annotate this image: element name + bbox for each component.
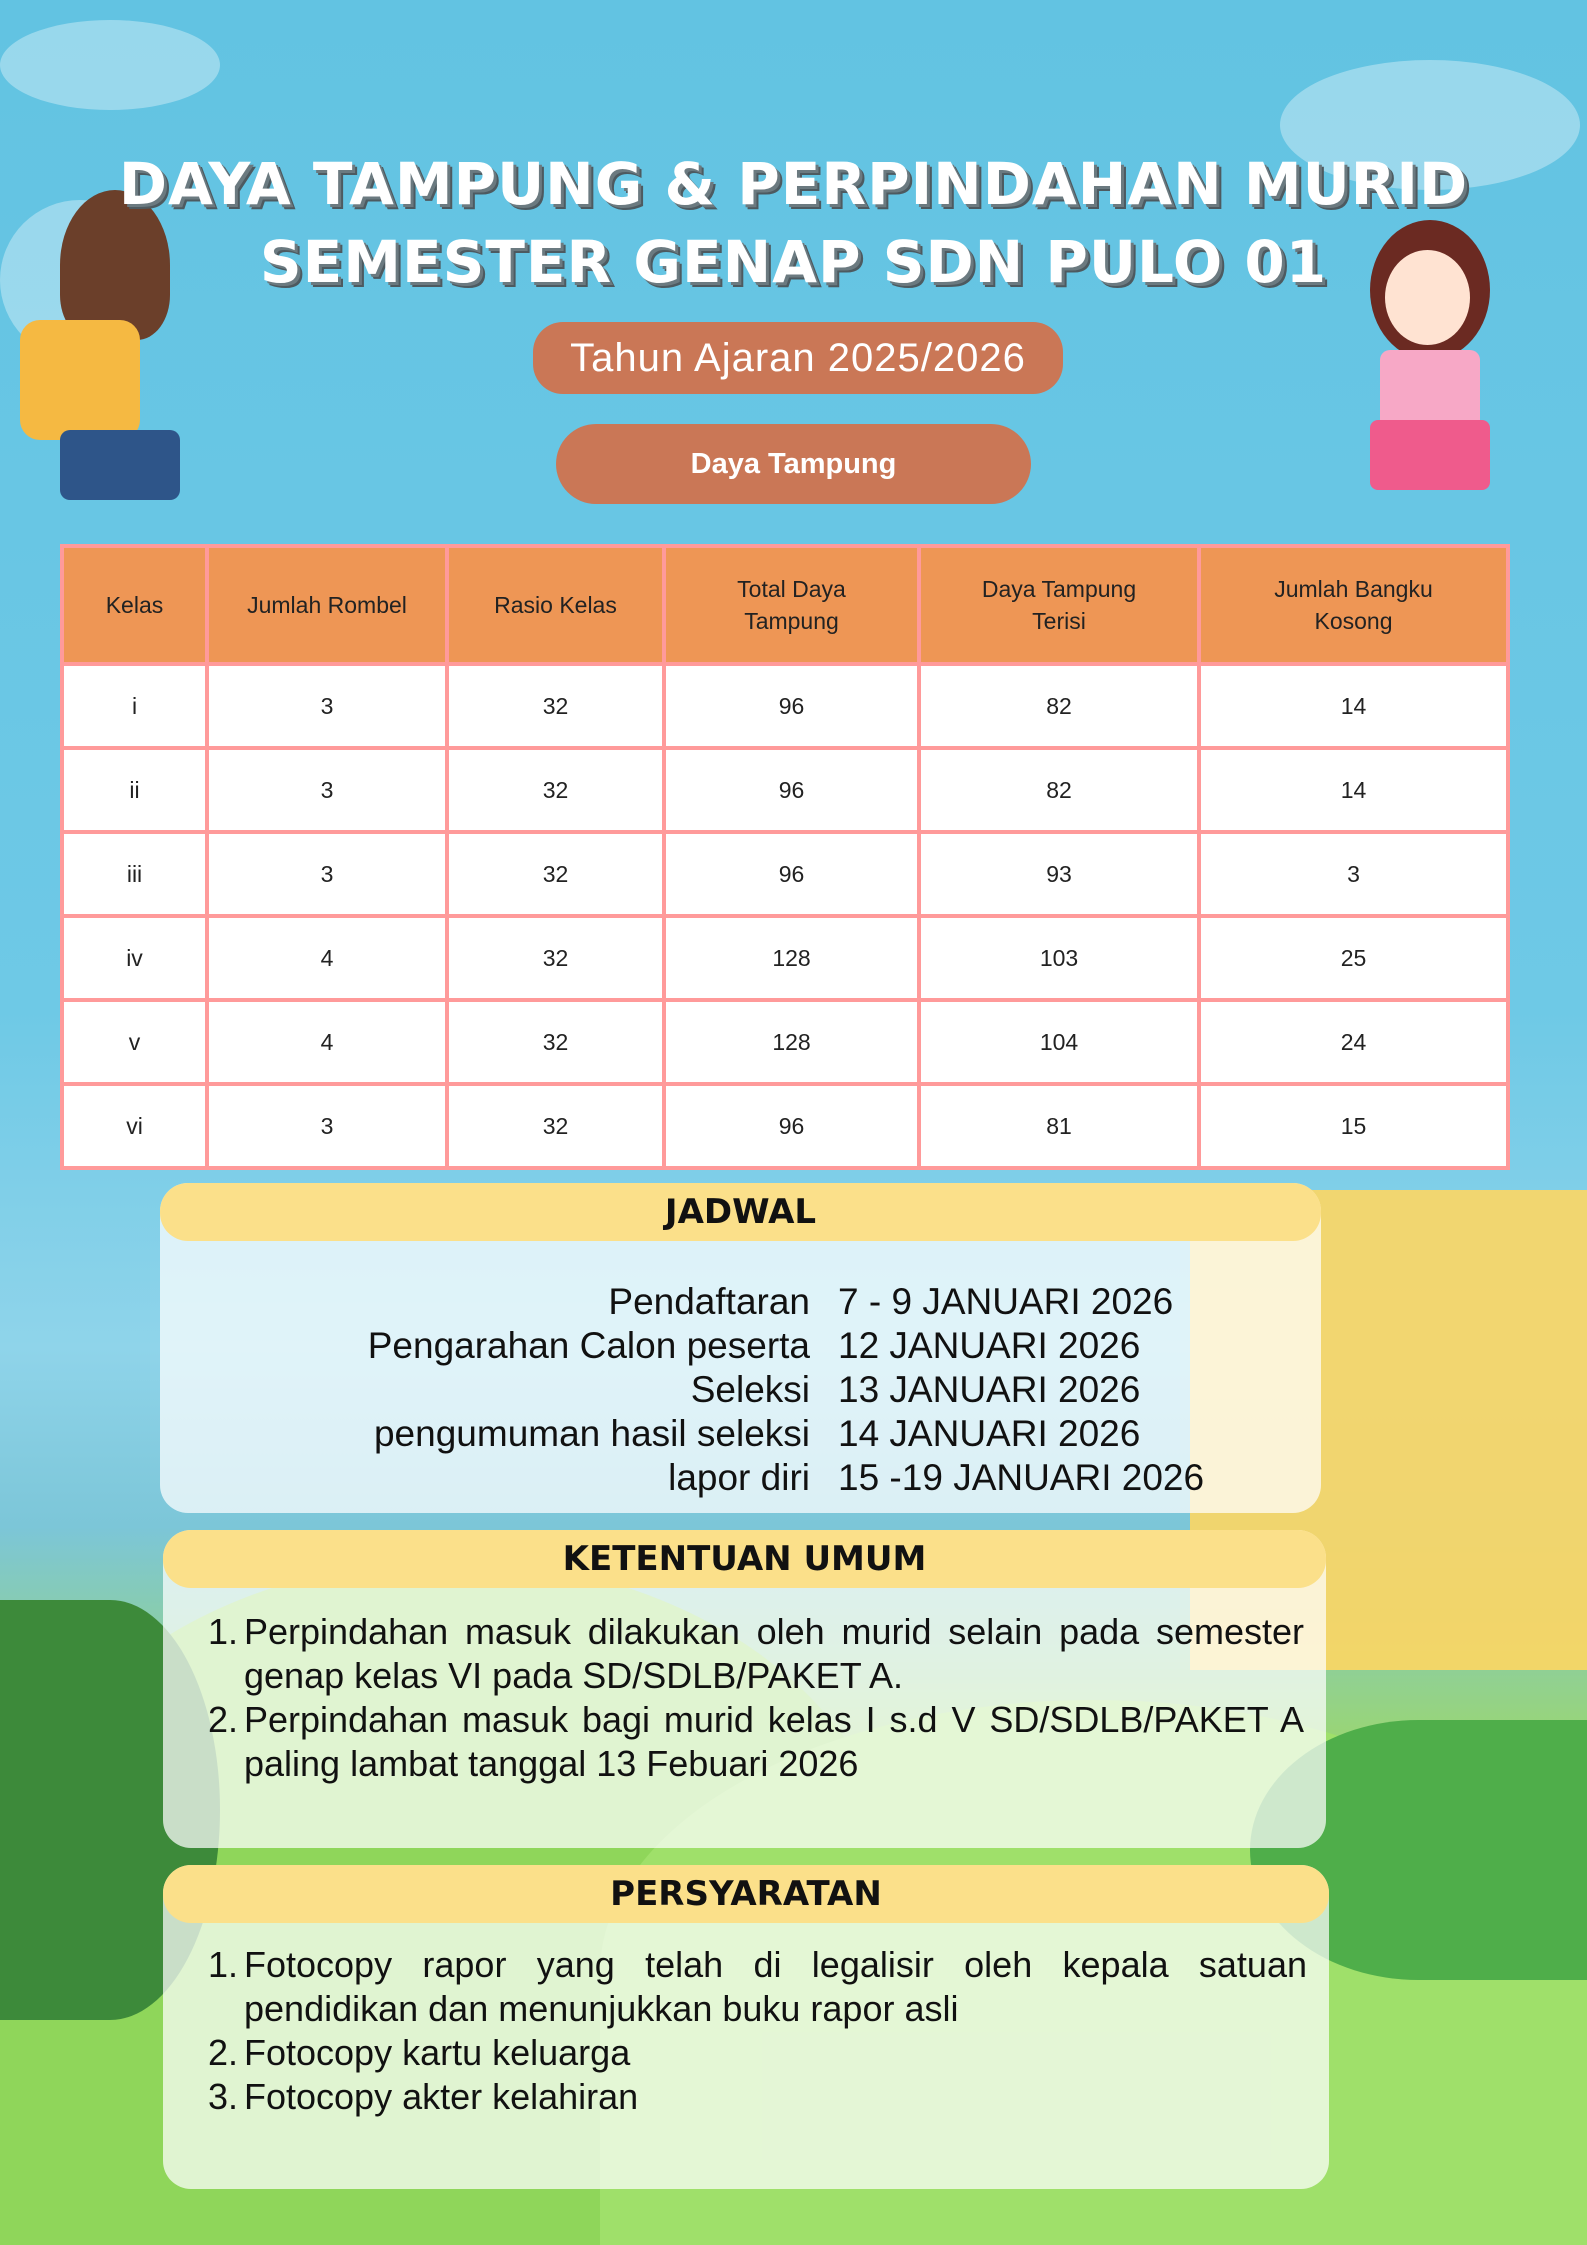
persyaratan-title: PERSYARATAN [163, 1865, 1329, 1923]
persyaratan-panel: PERSYARATAN 1. Fotocopy rapor yang telah … [163, 1865, 1329, 2189]
header-jumlah-rombel: Jumlah Rombel [205, 544, 449, 666]
item-text: Fotocopy rapor yang telah di legalisir o… [244, 1944, 1307, 2029]
schedule-date: 12 JANUARI 2026 [838, 1325, 1141, 1366]
table-row: iii 3 32 96 93 3 [60, 830, 1510, 918]
table-cell: 3 [205, 1082, 449, 1170]
table-cell: 96 [662, 746, 921, 834]
schedule-list: Pendaftaran 7 - 9 JANUARI 2026 Pengarahan … [160, 1280, 1321, 1500]
table-cell: iv [60, 914, 209, 1002]
table-row: ii 3 32 96 82 14 [60, 746, 1510, 834]
schedule-label: pengumuman hasil seleksi [373, 1413, 810, 1454]
ketentuan-title: KETENTUAN UMUM [163, 1530, 1326, 1588]
table-cell: 32 [445, 1082, 666, 1170]
item-text: Perpindahan masuk dilakukan oleh murid s… [244, 1611, 1304, 1696]
table-cell: 128 [662, 998, 921, 1086]
girl-waving-illustration [1330, 210, 1530, 540]
table-cell: 32 [445, 830, 666, 918]
list-item: 2. Perpindahan masuk bagi murid kelas I s… [208, 1698, 1304, 1786]
girl-with-backpack-illustration [20, 170, 220, 540]
ketentuan-panel: KETENTUAN UMUM 1. Perpindahan masuk dilak… [163, 1530, 1326, 1848]
table-cell: 103 [917, 914, 1201, 1002]
table-row: iv 4 32 128 103 25 [60, 914, 1510, 1002]
table-row: vi 3 32 96 81 15 [60, 1082, 1510, 1170]
schedule-date: 13 JANUARI 2026 [838, 1369, 1141, 1410]
table-cell: 14 [1197, 662, 1510, 750]
schedule-row: Pengarahan Calon peserta 12 JANUARI 2026 [160, 1324, 1321, 1368]
jadwal-panel: JADWAL Pendaftaran 7 - 9 JANUARI 2026 Peng… [160, 1183, 1321, 1513]
header-total-daya-tampung: Total Daya Tampung [662, 544, 921, 666]
header-kelas: Kelas [60, 544, 209, 666]
list-item: 1. Perpindahan masuk dilakukan oleh murid… [208, 1610, 1304, 1698]
title-line-1: DAYA TAMPUNG & PERPINDAHAN MURID [118, 150, 1469, 218]
item-text: Perpindahan masuk bagi murid kelas I s.d… [244, 1699, 1304, 1784]
table-cell: 3 [205, 830, 449, 918]
table-cell: 96 [662, 830, 921, 918]
item-number: 1. [208, 1611, 239, 1652]
schedule-label: Pengarahan Calon peserta [367, 1325, 810, 1366]
list-item: 2. Fotocopy kartu keluarga [208, 2031, 1307, 2075]
schedule-label: lapor diri [668, 1457, 810, 1498]
table-cell: 3 [205, 662, 449, 750]
item-number: 2. [208, 2032, 239, 2073]
academic-year-banner: Tahun Ajaran 2025/2026 [533, 322, 1063, 394]
table-cell: 93 [917, 830, 1201, 918]
schedule-date: 15 -19 JANUARI 2026 [838, 1457, 1205, 1498]
table-row: i 3 32 96 82 14 [60, 662, 1510, 750]
header-daya-tampung-terisi: Daya Tampung Terisi [917, 544, 1201, 666]
table-cell: 104 [917, 998, 1201, 1086]
table-cell: 128 [662, 914, 921, 1002]
table-cell: 96 [662, 662, 921, 750]
list-item: 3. Fotocopy akter kelahiran [208, 2075, 1307, 2119]
ketentuan-list: 1. Perpindahan masuk dilakukan oleh murid… [208, 1610, 1304, 1786]
schedule-label: Seleksi [690, 1369, 810, 1410]
table-cell: 4 [205, 998, 449, 1086]
cloud [1280, 60, 1580, 190]
schedule-label: Pendaftaran [608, 1281, 810, 1322]
schedule-row: Pendaftaran 7 - 9 JANUARI 2026 [160, 1280, 1321, 1324]
table-cell: 32 [445, 746, 666, 834]
schedule-date: 14 JANUARI 2026 [838, 1413, 1141, 1454]
table-row: v 4 32 128 104 24 [60, 998, 1510, 1086]
table-cell: 82 [917, 746, 1201, 834]
schedule-date: 7 - 9 JANUARI 2026 [838, 1281, 1174, 1322]
header-rasio-kelas: Rasio Kelas [445, 544, 666, 666]
jadwal-title: JADWAL [160, 1183, 1321, 1241]
table-cell: vi [60, 1082, 209, 1170]
table-cell: 96 [662, 1082, 921, 1170]
schedule-row: pengumuman hasil seleksi 14 JANUARI 2026 [160, 1412, 1321, 1456]
table-cell: 32 [445, 662, 666, 750]
item-text: Fotocopy kartu keluarga [244, 2032, 631, 2073]
item-number: 3. [208, 2076, 239, 2117]
table-cell: ii [60, 746, 209, 834]
cloud [0, 20, 220, 110]
table-cell: 32 [445, 914, 666, 1002]
persyaratan-list: 1. Fotocopy rapor yang telah di legalisir… [208, 1943, 1307, 2119]
table-cell: 3 [1197, 830, 1510, 918]
table-cell: 32 [445, 998, 666, 1086]
table-cell: v [60, 998, 209, 1086]
header-jumlah-bangku-kosong: Jumlah Bangku Kosong [1197, 544, 1510, 666]
table-cell: i [60, 662, 209, 750]
item-number: 1. [208, 1944, 239, 1985]
table-cell: 82 [917, 662, 1201, 750]
table-cell: 25 [1197, 914, 1510, 1002]
table-cell: 14 [1197, 746, 1510, 834]
item-number: 2. [208, 1699, 239, 1740]
table-cell: 81 [917, 1082, 1201, 1170]
table-cell: 15 [1197, 1082, 1510, 1170]
capacity-table: Kelas Jumlah Rombel Rasio Kelas Total Da… [60, 544, 1510, 1170]
title-line-2: SEMESTER GENAP SDN PULO 01 [259, 228, 1328, 296]
schedule-row: lapor diri 15 -19 JANUARI 2026 [160, 1456, 1321, 1500]
table-cell: 24 [1197, 998, 1510, 1086]
table-cell: 3 [205, 746, 449, 834]
table-cell: 4 [205, 914, 449, 1002]
schedule-row: Seleksi 13 JANUARI 2026 [160, 1368, 1321, 1412]
table-cell: iii [60, 830, 209, 918]
table-header-row: Kelas Jumlah Rombel Rasio Kelas Total Da… [60, 544, 1510, 666]
list-item: 1. Fotocopy rapor yang telah di legalisir… [208, 1943, 1307, 2031]
item-text: Fotocopy akter kelahiran [244, 2076, 639, 2117]
daya-tampung-button[interactable]: Daya Tampung [556, 424, 1031, 504]
